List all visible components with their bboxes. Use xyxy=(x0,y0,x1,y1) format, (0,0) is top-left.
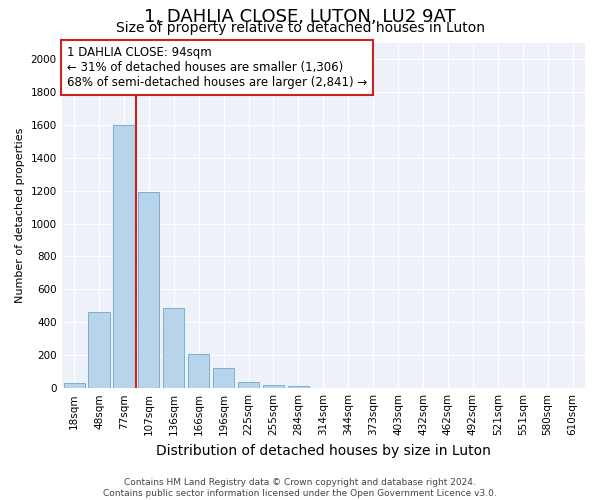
Bar xyxy=(238,382,259,388)
Bar xyxy=(188,354,209,388)
Bar xyxy=(263,385,284,388)
Y-axis label: Number of detached properties: Number of detached properties xyxy=(15,128,25,303)
Bar xyxy=(64,383,85,388)
Bar xyxy=(88,312,110,388)
Bar xyxy=(163,308,184,388)
Bar xyxy=(113,125,134,388)
Bar xyxy=(288,386,309,388)
Bar xyxy=(138,192,160,388)
Bar xyxy=(213,368,234,388)
Text: 1, DAHLIA CLOSE, LUTON, LU2 9AT: 1, DAHLIA CLOSE, LUTON, LU2 9AT xyxy=(144,8,456,26)
Text: 1 DAHLIA CLOSE: 94sqm
← 31% of detached houses are smaller (1,306)
68% of semi-d: 1 DAHLIA CLOSE: 94sqm ← 31% of detached … xyxy=(67,46,367,89)
Text: Size of property relative to detached houses in Luton: Size of property relative to detached ho… xyxy=(115,21,485,35)
X-axis label: Distribution of detached houses by size in Luton: Distribution of detached houses by size … xyxy=(156,444,491,458)
Text: Contains HM Land Registry data © Crown copyright and database right 2024.
Contai: Contains HM Land Registry data © Crown c… xyxy=(103,478,497,498)
